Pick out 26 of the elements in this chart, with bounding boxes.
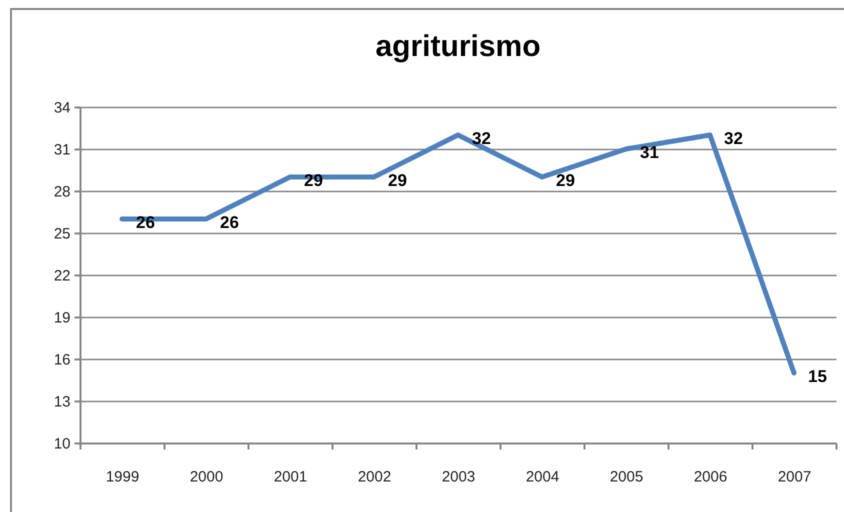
y-tick-label: 31 (54, 142, 70, 158)
x-tick-label: 2001 (274, 468, 308, 486)
data-label: 32 (724, 129, 743, 148)
x-tick-label: 2002 (358, 468, 392, 486)
data-label: 26 (220, 213, 239, 232)
y-tick-label: 10 (54, 436, 70, 452)
chart-title: agriturismo (375, 30, 541, 63)
data-label: 29 (556, 171, 575, 190)
y-tick-label: 19 (54, 310, 70, 326)
x-tick-label: 2004 (526, 468, 560, 486)
y-tick-label: 34 (54, 100, 70, 116)
y-tick-label: 13 (54, 394, 70, 410)
x-tick-label: 2005 (610, 468, 644, 486)
y-tick-label: 28 (54, 184, 70, 200)
x-tick-label: 2007 (778, 468, 812, 486)
data-label: 32 (472, 129, 491, 148)
y-tick-label: 25 (54, 226, 70, 242)
data-label: 31 (640, 143, 659, 162)
x-tick-label: 2006 (694, 468, 728, 486)
x-tick-label: 2000 (190, 468, 224, 486)
y-tick-label: 16 (54, 352, 70, 368)
data-label: 29 (388, 171, 407, 190)
data-label: 15 (808, 367, 827, 386)
x-tick-label: 1999 (106, 468, 140, 486)
y-tick-label: 22 (54, 268, 70, 284)
x-tick-label: 2003 (442, 468, 476, 486)
